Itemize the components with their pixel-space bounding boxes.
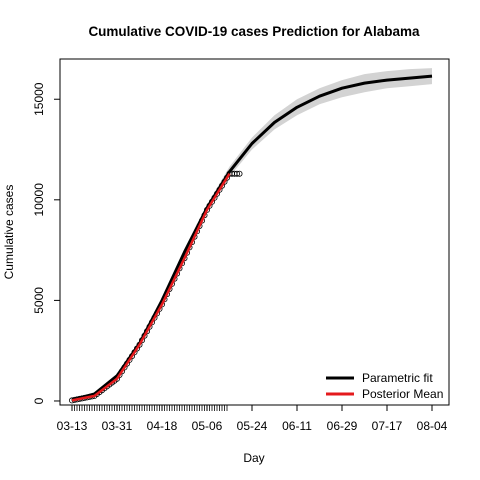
observed-points [69,170,243,404]
series-line-posterior-mean [71,173,231,402]
observed-point [236,170,243,177]
x-tick-label: 06-11 [282,419,312,433]
x-tick-label: 07-17 [372,419,403,433]
x-tick-label: 04-18 [147,419,178,433]
series-lines [71,74,433,402]
observed-point [233,170,240,177]
y-tick-label: 15000 [32,82,46,116]
y-tick-label: 5000 [32,287,46,314]
x-tick-label: 05-24 [237,419,268,433]
x-tick-label: 05-06 [192,419,223,433]
x-tick-label: 03-13 [57,419,88,433]
chart-title: Cumulative COVID-19 cases Prediction for… [88,24,420,39]
y-tick-label: 10000 [32,183,46,217]
y-axis-label: Cumulative cases [2,185,16,280]
confidence-band [72,68,432,401]
plot-frame [59,58,450,406]
x-tick-label: 03-31 [102,419,133,433]
prediction-band [72,68,432,401]
series-line-parametric-fit [71,74,433,402]
legend-entry: Posterior Mean [362,387,443,401]
x-tick-label: 06-29 [327,419,358,433]
y-axis: 0 5000 10000 15000 [32,82,61,404]
y-tick-label: 0 [32,397,46,404]
x-tick-label: 08-04 [417,419,448,433]
x-axis: 03-13 03-31 04-18 05-06 05-24 06-11 06-29 07-17… [57,405,448,433]
legend-entry: Parametric fit [362,371,433,385]
legend: Parametric fit Posterior Mean [326,371,443,401]
x-axis-label: Day [243,451,264,465]
